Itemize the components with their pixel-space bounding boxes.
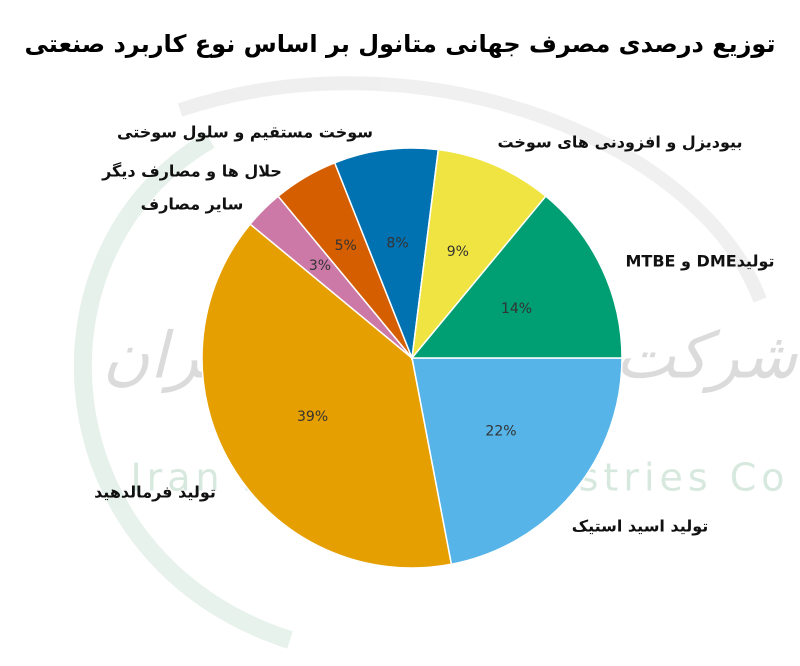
chart-title: توزیع درصدی مصرف جهانی متانول بر اساس نو… [25, 30, 776, 58]
category-label: بیودیزل و افزودنی های سوخت [497, 133, 742, 152]
value-label: 3% [309, 258, 331, 274]
value-label: 22% [485, 424, 516, 440]
value-label: 39% [297, 409, 328, 425]
category-label: تولیدDME و MTBE [625, 252, 774, 271]
category-label: حلال ها و مصارف دیگر [101, 162, 282, 181]
category-label: سایر مصارف [141, 195, 244, 214]
category-label: تولید فرمالدهید [94, 483, 216, 502]
pie-slice [333, 147, 440, 359]
pie-slice [410, 195, 623, 359]
watermark-arc [177, 76, 767, 303]
pie-slice [201, 223, 453, 569]
pie-slice [411, 357, 623, 566]
value-label: 14% [501, 301, 532, 317]
value-label: 8% [386, 235, 408, 251]
value-label: 9% [447, 244, 469, 260]
category-label: تولید اسید استیک [572, 517, 709, 536]
pie-slice [410, 148, 547, 361]
value-label: 5% [335, 238, 357, 254]
category-label: سوخت مستقیم و سلول سوختی [117, 123, 373, 142]
watermark-arc [73, 132, 293, 649]
